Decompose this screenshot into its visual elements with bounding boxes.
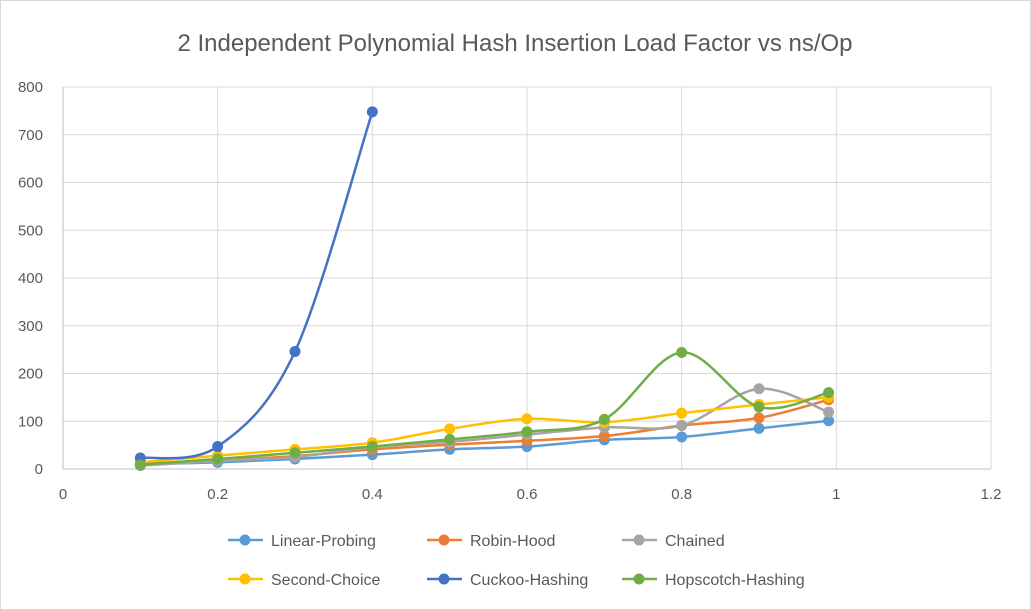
data-point-linear-probing	[753, 422, 765, 434]
data-point-hopscotch-hashing	[823, 387, 835, 399]
legend-item-second-choice: Second-Choice	[228, 572, 381, 589]
y-tick-label: 300	[18, 318, 43, 335]
data-point-hopscotch-hashing	[753, 401, 765, 413]
x-tick-label: 0.4	[362, 486, 383, 503]
legend-marker	[438, 534, 450, 546]
data-point-hopscotch-hashing	[676, 346, 688, 358]
series-cuckoo-hashing	[134, 106, 378, 464]
data-point-chained	[823, 406, 835, 418]
data-point-second-choice	[521, 413, 533, 425]
data-point-hopscotch-hashing	[289, 447, 301, 459]
legend-marker	[239, 573, 251, 585]
y-tick-label: 100	[18, 413, 43, 430]
data-point-linear-probing	[676, 431, 688, 443]
y-tick-label: 800	[18, 79, 43, 96]
series-line-second-choice	[139, 396, 830, 464]
series-hopscotch-hashing	[134, 346, 835, 471]
data-point-hopscotch-hashing	[444, 433, 456, 445]
series-line-cuckoo-hashing	[139, 110, 374, 460]
series-line-linear-probing	[139, 419, 830, 466]
x-tick-label: 0.2	[207, 486, 228, 503]
y-tick-label: 700	[18, 127, 43, 144]
data-point-hopscotch-hashing	[598, 413, 610, 425]
y-tick-label: 0	[35, 461, 43, 478]
legend-item-cuckoo-hashing: Cuckoo-Hashing	[427, 572, 588, 589]
data-point-robin-hood	[598, 430, 610, 442]
data-point-cuckoo-hashing	[366, 106, 378, 118]
legend: Linear-Probing Robin-Hood Chained Second-Ch…	[228, 533, 805, 589]
legend-label: Second-Choice	[271, 572, 381, 589]
series-line-chained	[139, 387, 830, 467]
data-point-cuckoo-hashing	[289, 346, 301, 358]
data-point-linear-probing	[823, 415, 835, 427]
data-point-chained	[676, 420, 688, 432]
legend-item-hopscotch-hashing: Hopscotch-Hashing	[622, 572, 805, 589]
data-point-second-choice	[444, 423, 456, 435]
legend-label: Linear-Probing	[271, 533, 376, 550]
data-point-hopscotch-hashing	[521, 426, 533, 438]
data-point-hopscotch-hashing	[212, 453, 224, 465]
legend-label: Robin-Hood	[470, 533, 555, 550]
data-point-robin-hood	[753, 412, 765, 424]
y-tick-label: 500	[18, 222, 43, 239]
data-point-cuckoo-hashing	[212, 441, 224, 453]
chart-title: 2 Independent Polynomial Hash Insertion …	[177, 30, 852, 57]
axes: 0 100 200 300 400 500 600 700 800 0 0.2 0.4 0.6 0.8 1 1…	[18, 79, 1001, 503]
y-tick-label: 400	[18, 270, 43, 287]
data-point-hopscotch-hashing	[134, 459, 146, 471]
gridlines	[63, 86, 992, 469]
legend-label: Chained	[665, 533, 725, 550]
series-line-hopscotch-hashing	[139, 351, 830, 466]
y-tick-label: 600	[18, 175, 43, 192]
legend-item-linear-probing: Linear-Probing	[228, 533, 376, 550]
x-tick-label: 0.8	[671, 486, 692, 503]
legend-label: Cuckoo-Hashing	[470, 572, 588, 589]
y-tick-label: 200	[18, 366, 43, 383]
data-point-hopscotch-hashing	[366, 441, 378, 453]
legend-item-chained: Chained	[622, 533, 725, 550]
x-tick-label: 0	[59, 486, 67, 503]
legend-marker	[633, 573, 645, 585]
x-tick-label: 1	[832, 486, 840, 503]
x-tick-label: 0.6	[517, 486, 538, 503]
x-tick-label: 1.2	[981, 486, 1002, 503]
legend-item-robin-hood: Robin-Hood	[427, 533, 555, 550]
data-point-second-choice	[676, 407, 688, 419]
legend-marker	[438, 573, 450, 585]
legend-marker	[239, 534, 251, 546]
data-point-chained	[753, 383, 765, 395]
legend-label: Hopscotch-Hashing	[665, 572, 805, 589]
legend-marker	[633, 534, 645, 546]
plot-area	[134, 106, 835, 472]
